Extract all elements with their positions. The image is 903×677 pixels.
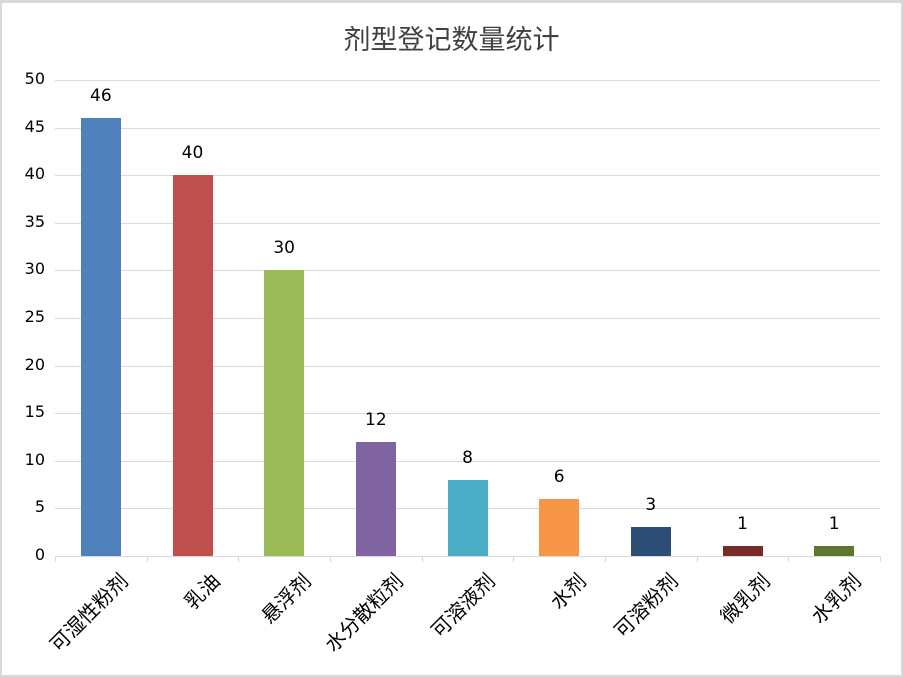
x-tick-mark (513, 556, 515, 562)
x-tick-mark (696, 556, 698, 562)
y-tick-label: 20 (24, 354, 45, 374)
bar[interactable] (355, 441, 396, 556)
bar[interactable] (539, 498, 580, 556)
y-tick-label: 15 (24, 402, 45, 422)
bar[interactable] (264, 270, 305, 556)
gridline (55, 80, 880, 81)
data-label: 3 (645, 495, 657, 516)
x-tick-mark (880, 556, 881, 562)
x-tick-mark (146, 556, 148, 562)
data-label: 12 (365, 409, 387, 430)
x-tick-mark (55, 556, 56, 562)
data-label: 40 (181, 143, 204, 164)
y-tick-label: 5 (34, 497, 45, 517)
y-tick-label: 35 (24, 211, 45, 231)
gridline (55, 413, 880, 415)
data-label: 6 (553, 466, 565, 487)
x-tick-mark (788, 556, 790, 562)
bar[interactable] (172, 175, 213, 556)
y-tick-label: 0 (34, 545, 45, 564)
data-label: 30 (273, 238, 295, 259)
gridline (55, 318, 880, 319)
bar[interactable] (630, 527, 671, 556)
x-tick-mark (330, 556, 331, 562)
data-label: 1 (737, 514, 748, 535)
y-tick-label: 40 (24, 164, 45, 184)
bar[interactable] (814, 546, 855, 556)
bar[interactable] (447, 479, 488, 556)
gridline (55, 270, 880, 272)
x-axis-line (55, 556, 880, 557)
y-tick-label: 50 (24, 69, 45, 88)
gridline (55, 222, 880, 224)
data-label: 1 (828, 514, 840, 535)
gridline (55, 365, 880, 367)
data-label: 46 (90, 86, 112, 107)
plot-area: 0 5 10 15 20 25 30 35 40 45 50 46 可湿性粉剂 40 乳油 30 悬浮剂 12 水分… (25, 69, 881, 657)
bar[interactable] (722, 546, 763, 556)
bar[interactable] (80, 118, 121, 556)
data-label: 8 (462, 447, 473, 468)
x-tick-mark (605, 556, 606, 562)
y-tick-label: 10 (24, 449, 45, 469)
gridline (55, 127, 880, 129)
x-tick-mark (238, 556, 240, 562)
chart-title: 剂型登记数量统计 (343, 25, 560, 56)
y-tick-label: 30 (24, 259, 45, 279)
gridline (55, 460, 880, 462)
y-tick-label: 45 (24, 116, 45, 136)
gridline (55, 175, 880, 177)
x-tick-mark (421, 556, 423, 562)
y-tick-label: 25 (24, 307, 45, 326)
